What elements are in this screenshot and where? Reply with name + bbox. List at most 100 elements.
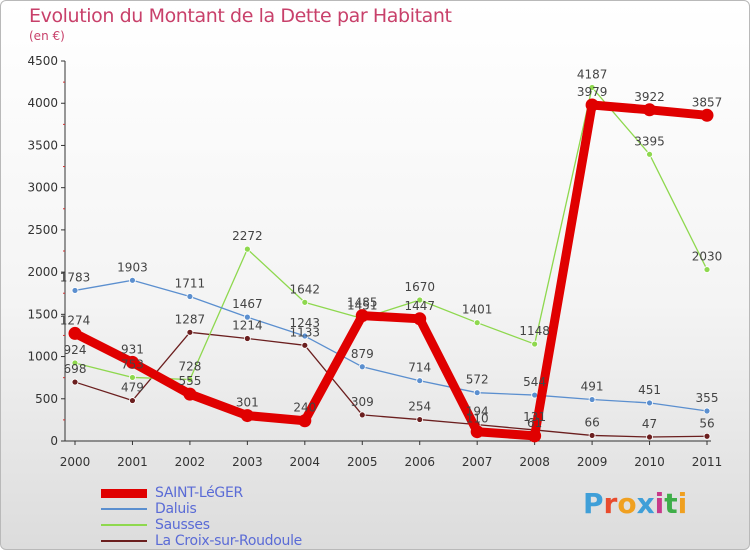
data-label: 1451 [347, 298, 378, 312]
legend-item-saint-leger: SAINT-LéGER [101, 485, 302, 501]
brand-letter: i [654, 487, 665, 520]
legend-item-la-croix: La Croix-sur-Roudoule [101, 533, 302, 549]
data-label: 47 [642, 417, 657, 431]
data-point [301, 332, 309, 340]
data-point [240, 409, 254, 423]
data-label: 355 [696, 391, 719, 405]
data-point [588, 432, 596, 439]
data-label: 728 [178, 360, 201, 374]
data-label: 194 [466, 405, 489, 419]
data-point [531, 340, 539, 348]
data-label: 544 [523, 375, 546, 389]
x-tick-label: 2001 [117, 455, 148, 469]
brand-letter: t [664, 487, 678, 520]
data-point [528, 429, 542, 443]
data-label: 753 [121, 357, 144, 371]
data-point [646, 150, 653, 158]
y-tick-label: 3000 [27, 181, 58, 195]
data-point [298, 414, 312, 428]
data-label: 479 [121, 381, 144, 395]
legend-item-sausses: Sausses [101, 517, 302, 533]
data-label: 1243 [290, 316, 321, 330]
data-point [186, 293, 194, 300]
data-point [588, 396, 596, 403]
data-label: 1485 [347, 296, 378, 310]
data-point [186, 376, 194, 383]
x-tick-label: 2006 [404, 455, 435, 469]
data-label: 1148 [519, 324, 550, 338]
data-label: 4187 [577, 67, 608, 81]
series-line [74, 86, 708, 381]
data-point [646, 433, 653, 441]
data-point [703, 432, 711, 440]
data-point [643, 103, 657, 117]
data-point [646, 399, 653, 407]
x-tick-label: 2003 [232, 455, 263, 469]
brand-letter: x [636, 487, 655, 520]
data-label: 3395 [634, 134, 665, 148]
data-point [125, 355, 139, 369]
legend-swatch-saint-leger [101, 488, 147, 498]
brand-letter: r [603, 487, 618, 520]
y-tick-label: 4500 [27, 54, 58, 68]
data-label: 110 [466, 412, 489, 426]
x-tick-label: 2007 [462, 455, 493, 469]
data-label: 1133 [290, 325, 321, 339]
legend: SAINT-LéGER Daluis Sausses La Croix-sur-… [101, 485, 302, 549]
y-tick-label: 3500 [27, 138, 58, 152]
y-tick-label: 4000 [27, 96, 58, 110]
data-label: 309 [351, 395, 374, 409]
data-point [71, 378, 79, 386]
data-label: 56 [699, 416, 714, 430]
data-point [183, 387, 197, 401]
data-point [416, 377, 424, 385]
data-label: 1711 [175, 277, 206, 291]
y-tick-label: 500 [35, 392, 58, 406]
y-tick-label: 1000 [27, 350, 58, 364]
data-point [416, 416, 424, 423]
brand-logo: Proxiti [583, 487, 687, 520]
data-label: 1642 [290, 282, 321, 296]
data-label: 1401 [462, 303, 493, 317]
data-label: 240 [293, 401, 316, 415]
data-label: 698 [64, 362, 87, 376]
data-label: 131 [523, 410, 546, 424]
data-label: 1447 [404, 299, 435, 313]
legend-label: SAINT-LéGER [155, 485, 243, 501]
data-point [588, 84, 596, 91]
data-label: 491 [581, 380, 604, 394]
legend-swatch-sausses [101, 524, 147, 526]
data-label: 714 [408, 361, 431, 375]
data-point [531, 391, 539, 399]
x-tick-label: 2005 [347, 455, 378, 469]
data-point [301, 341, 309, 349]
data-point [358, 411, 366, 419]
x-tick-label: 2010 [634, 455, 665, 469]
brand-letter: i [677, 487, 688, 520]
data-label: 301 [236, 396, 259, 410]
chart-subtitle: (en €) [29, 29, 65, 43]
chart-title: Evolution du Montant de la Dette par Hab… [29, 5, 452, 27]
data-point [470, 425, 484, 439]
legend-swatch-daluis [101, 508, 147, 510]
data-label: 1274 [60, 313, 91, 327]
data-point [703, 407, 711, 415]
legend-label: La Croix-sur-Roudoule [155, 533, 302, 549]
data-point [413, 312, 427, 326]
data-point [243, 313, 251, 321]
y-tick-label: 2500 [27, 223, 58, 237]
data-point [358, 363, 366, 371]
data-label: 451 [638, 383, 661, 397]
data-label: 555 [178, 374, 201, 388]
data-point [71, 359, 79, 367]
x-tick-label: 2002 [175, 455, 206, 469]
data-point [301, 298, 309, 306]
data-point [703, 266, 711, 273]
x-tick-label: 2000 [60, 455, 91, 469]
data-point [68, 326, 82, 340]
data-point [186, 328, 194, 336]
data-point [71, 287, 79, 294]
data-point [243, 335, 251, 342]
